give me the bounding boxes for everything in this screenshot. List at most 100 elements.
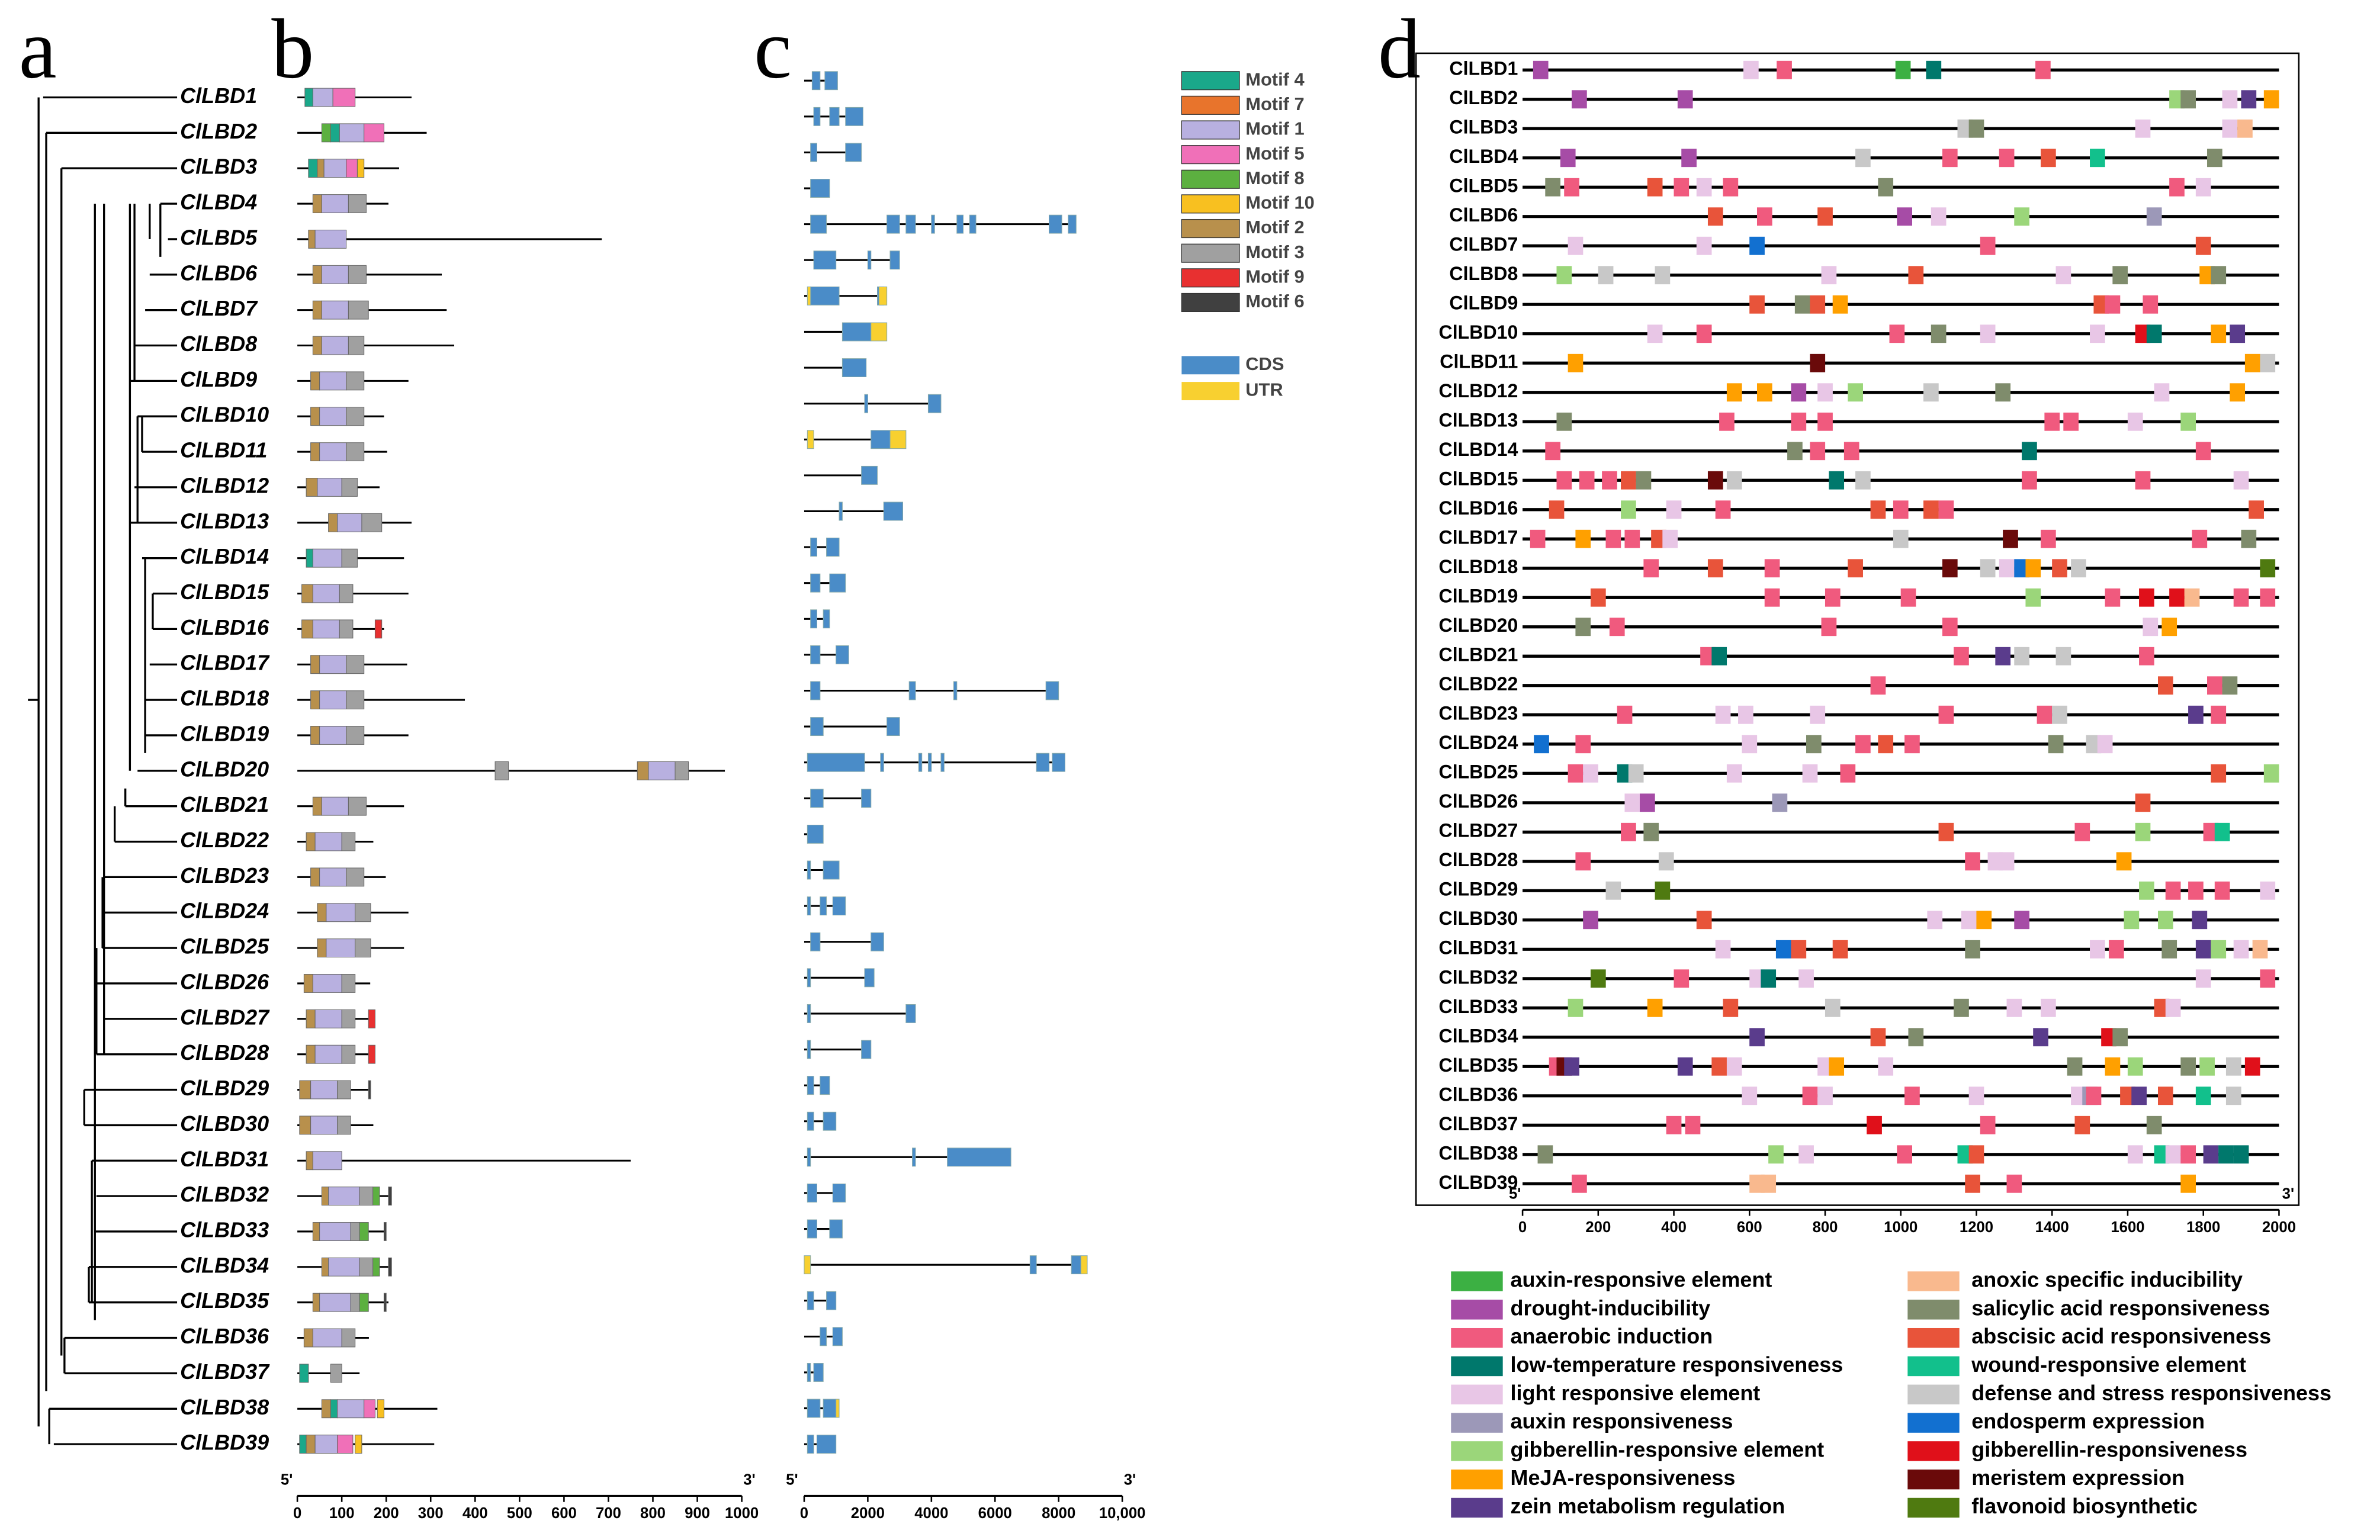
legend-swatch <box>1451 1271 1503 1291</box>
motif-box <box>341 832 356 851</box>
element-box <box>1685 1115 1701 1134</box>
legend-swatch <box>1907 1384 1960 1404</box>
motif-box <box>314 832 342 851</box>
legend-swatch <box>1181 120 1240 140</box>
cds-box <box>861 789 872 808</box>
gene-label: ClLBD10 <box>1439 321 1518 343</box>
cds-box <box>807 1040 811 1059</box>
motif-box <box>312 1222 320 1241</box>
element-box <box>2090 940 2105 959</box>
panel-label: d <box>1378 2 1421 97</box>
legend-label: anoxic specific inducibility <box>1971 1268 2243 1292</box>
x-tick-label: 800 <box>640 1505 666 1522</box>
element-box <box>1942 149 1958 168</box>
element-box <box>1636 471 1652 490</box>
element-box <box>1802 1086 1818 1105</box>
utr-box <box>804 1255 811 1275</box>
motif-box <box>312 1151 342 1171</box>
gene-label: ClLBD5 <box>1449 175 1518 197</box>
cds-box <box>807 753 865 772</box>
cds-box <box>807 968 811 988</box>
cds-box <box>810 179 830 198</box>
cds-box <box>841 358 867 377</box>
cds-box <box>807 1363 811 1382</box>
element-box <box>2214 881 2230 900</box>
cds-box <box>826 1291 837 1310</box>
motif-box <box>303 974 313 993</box>
element-box <box>1643 822 1659 841</box>
motif-box <box>328 513 338 532</box>
element-box <box>1980 559 1996 578</box>
legend-swatch <box>1451 1470 1503 1490</box>
motif-box <box>299 1435 307 1454</box>
motif-box <box>348 265 367 284</box>
motif-box <box>310 655 320 674</box>
element-box <box>1976 911 1992 930</box>
element-box <box>2143 295 2159 314</box>
element-box <box>2157 911 2173 930</box>
element-box <box>1749 1028 1765 1047</box>
motif-box <box>310 371 320 391</box>
cds-box <box>1052 753 1065 772</box>
cds-box <box>810 143 817 162</box>
element-box <box>1677 1057 1693 1076</box>
gene-label: ClLBD32 <box>180 1182 269 1207</box>
element-box <box>1617 705 1633 724</box>
gene-label: ClLBD9 <box>180 367 257 391</box>
element-box <box>1895 60 1911 79</box>
element-box <box>1575 735 1591 754</box>
element-box <box>1655 266 1671 285</box>
element-box <box>1560 149 1576 168</box>
cds-box <box>807 896 811 916</box>
element-box <box>2074 822 2090 841</box>
motif-box <box>368 1044 375 1064</box>
motif-box <box>306 832 316 851</box>
element-box <box>2260 881 2276 900</box>
x-tick-label: 4000 <box>914 1505 948 1522</box>
motif-box <box>306 478 318 497</box>
element-box <box>1995 647 2011 665</box>
element-box <box>2157 676 2173 695</box>
element-box <box>2180 90 2196 109</box>
element-box <box>1681 149 1697 168</box>
element-box <box>1583 911 1598 930</box>
element-box <box>1707 471 1723 490</box>
element-box <box>2022 442 2037 461</box>
element-box <box>2003 529 2018 548</box>
element-box <box>1647 178 1663 197</box>
gene-label: ClLBD37 <box>180 1359 270 1384</box>
element-box <box>2090 324 2105 343</box>
gene-label: ClLBD23 <box>1439 703 1518 724</box>
element-box <box>2041 998 2056 1017</box>
legend-label: endosperm expression <box>1971 1409 2205 1433</box>
motif-box <box>321 336 349 355</box>
element-box <box>1848 559 1863 578</box>
element-box <box>1707 559 1723 578</box>
gene-label: ClLBD20 <box>180 757 269 781</box>
element-box <box>1530 529 1546 548</box>
gene-label: ClLBD24 <box>1439 732 1518 753</box>
motif-box <box>310 442 320 462</box>
motif-box <box>323 159 347 178</box>
element-box <box>1810 705 1826 724</box>
axis-end-label: 3' <box>2282 1185 2294 1202</box>
element-box <box>1954 647 1969 665</box>
legend-swatch <box>1907 1441 1960 1461</box>
motif-box <box>359 1293 369 1312</box>
legend-swatch <box>1181 169 1240 189</box>
element-box <box>1556 266 1572 285</box>
cds-box <box>871 932 884 951</box>
element-box <box>1927 911 1943 930</box>
motif-box <box>299 1364 309 1383</box>
gene-label: ClLBD27 <box>180 1005 270 1029</box>
element-box <box>1568 998 1584 1017</box>
element-box <box>1931 207 1947 226</box>
element-box <box>1968 1086 1984 1105</box>
motif-box <box>319 655 347 674</box>
gene-label: ClLBD4 <box>180 190 257 214</box>
gene-label: ClLBD34 <box>180 1253 269 1277</box>
motif-box <box>319 371 347 391</box>
x-tick-label: 0 <box>1518 1219 1527 1236</box>
element-box <box>1743 60 1759 79</box>
element-box <box>2127 412 2143 431</box>
